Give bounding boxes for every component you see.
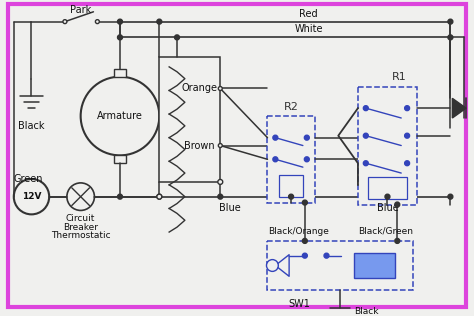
Circle shape — [324, 253, 329, 258]
Circle shape — [157, 194, 162, 199]
Text: Black: Black — [354, 307, 379, 316]
Circle shape — [304, 135, 309, 140]
Circle shape — [448, 35, 453, 40]
Circle shape — [395, 239, 400, 243]
Text: 12V: 12V — [22, 192, 41, 201]
Circle shape — [289, 194, 293, 199]
Circle shape — [14, 179, 49, 214]
Text: Thermostatic: Thermostatic — [51, 232, 110, 240]
Circle shape — [95, 20, 100, 24]
Circle shape — [364, 161, 368, 166]
Circle shape — [304, 157, 309, 162]
Bar — [159, 57, 220, 182]
Circle shape — [385, 194, 390, 199]
Circle shape — [405, 161, 410, 166]
Text: White: White — [294, 25, 323, 34]
Circle shape — [219, 87, 222, 90]
Bar — [354, 253, 395, 278]
Text: Park: Park — [70, 5, 91, 15]
Circle shape — [273, 135, 278, 140]
Bar — [114, 69, 126, 77]
Circle shape — [118, 35, 122, 40]
Circle shape — [118, 194, 122, 199]
Bar — [267, 241, 413, 290]
Circle shape — [63, 20, 67, 24]
Circle shape — [219, 143, 222, 148]
Circle shape — [118, 20, 122, 24]
Bar — [358, 87, 417, 204]
Circle shape — [302, 200, 307, 205]
Circle shape — [448, 194, 453, 199]
Circle shape — [395, 202, 400, 207]
Text: Black/Green: Black/Green — [358, 227, 413, 236]
Text: Brown: Brown — [184, 141, 215, 150]
Bar — [114, 155, 126, 163]
Circle shape — [302, 239, 307, 243]
Circle shape — [364, 106, 368, 111]
Circle shape — [218, 179, 223, 184]
Circle shape — [266, 260, 278, 271]
Text: Armature: Armature — [97, 111, 143, 121]
Circle shape — [273, 157, 278, 162]
Text: SW1: SW1 — [288, 299, 310, 309]
Text: R1: R1 — [392, 72, 407, 82]
Polygon shape — [452, 98, 466, 118]
Circle shape — [218, 194, 223, 199]
Circle shape — [448, 19, 453, 24]
Text: Orange: Orange — [182, 83, 218, 94]
Circle shape — [405, 106, 410, 111]
Circle shape — [405, 133, 410, 138]
Text: Black: Black — [18, 121, 45, 131]
Bar — [267, 116, 315, 203]
Bar — [368, 177, 407, 199]
Text: Red: Red — [300, 9, 318, 19]
Circle shape — [302, 253, 307, 258]
Circle shape — [364, 133, 368, 138]
Circle shape — [157, 19, 162, 24]
Text: Circuit: Circuit — [66, 214, 95, 223]
Bar — [279, 175, 303, 197]
Circle shape — [67, 183, 94, 210]
Text: Blue: Blue — [376, 204, 398, 214]
Text: Blue: Blue — [219, 204, 241, 214]
Text: Black/Orange: Black/Orange — [268, 227, 329, 236]
Text: R2: R2 — [283, 102, 299, 112]
Text: Green: Green — [14, 174, 43, 184]
Circle shape — [81, 77, 159, 155]
Text: Breaker: Breaker — [63, 223, 98, 232]
Circle shape — [118, 19, 122, 24]
Circle shape — [157, 194, 162, 199]
Circle shape — [174, 35, 180, 40]
